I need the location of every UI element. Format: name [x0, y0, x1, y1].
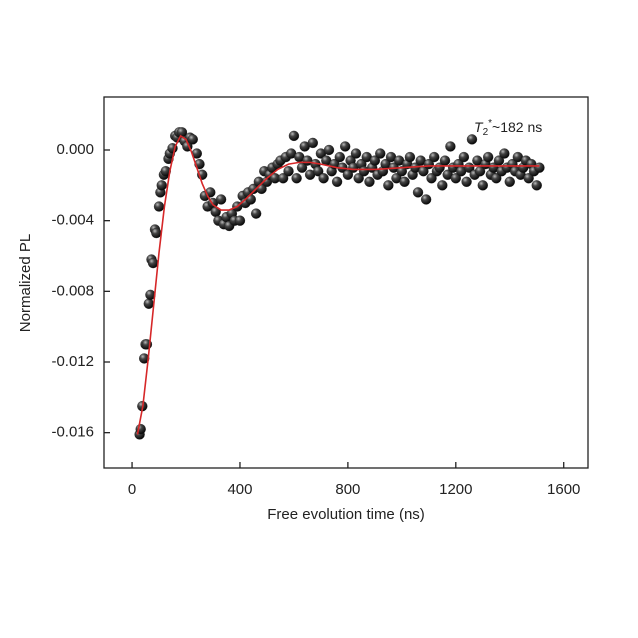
data-point	[151, 227, 162, 239]
data-point	[375, 148, 386, 159]
data-point	[313, 166, 324, 177]
data-point	[445, 141, 456, 152]
x-tick-label: 0	[128, 481, 136, 498]
y-tick-label: -0.012	[51, 353, 94, 370]
data-point	[139, 353, 150, 364]
data-point	[307, 137, 318, 149]
data-point	[288, 130, 300, 142]
data-point	[340, 141, 351, 152]
data-point	[318, 173, 329, 184]
annotation-superscript: *	[488, 118, 492, 129]
data-point	[534, 162, 545, 173]
y-tick-label: -0.004	[51, 212, 94, 229]
plot-frame	[103, 96, 589, 469]
data-point	[143, 298, 154, 309]
fit-line	[136, 134, 540, 435]
data-point	[331, 176, 343, 187]
x-tick-label: 1600	[547, 481, 580, 498]
data-point	[156, 180, 167, 191]
data-point	[523, 173, 534, 184]
data-point	[291, 173, 302, 184]
data-point	[491, 173, 502, 184]
data-point	[147, 257, 159, 269]
data-point	[277, 173, 289, 184]
data-point	[350, 148, 362, 159]
data-point	[461, 176, 472, 187]
data-point	[245, 194, 256, 205]
y-axis-label: Normalized PL	[17, 234, 34, 332]
annotation-symbol: T	[474, 119, 484, 135]
data-point	[353, 173, 364, 184]
data-point	[215, 194, 227, 205]
data-point	[531, 180, 542, 191]
annotation-text: ~182 ns	[492, 119, 542, 135]
data-point	[364, 176, 375, 187]
data-point	[504, 176, 515, 187]
data-point	[437, 180, 448, 191]
data-point	[369, 155, 381, 166]
data-point	[153, 201, 165, 212]
data-point	[450, 173, 461, 184]
data-point	[251, 208, 262, 219]
data-point	[412, 187, 424, 198]
data-point	[499, 148, 510, 159]
data-point	[458, 151, 470, 163]
y-tick-label: -0.016	[51, 424, 94, 441]
annotation-subscript: 2	[483, 127, 489, 138]
data-point	[420, 194, 432, 205]
data-point	[334, 151, 345, 163]
data-point	[383, 180, 394, 191]
data-point	[396, 166, 407, 177]
data-point	[477, 180, 488, 191]
x-axis-label: Free evolution time (ns)	[267, 506, 425, 523]
data-point	[483, 151, 494, 163]
data-point	[439, 155, 451, 166]
y-tick-label: 0.000	[56, 141, 94, 158]
annotation: T2*~182 ns	[474, 118, 542, 138]
data-point	[187, 134, 198, 145]
x-tick-label: 1200	[439, 481, 472, 498]
data-point	[234, 215, 246, 226]
data-point	[323, 144, 335, 156]
y-tick-label: -0.008	[51, 282, 94, 299]
data-point	[342, 169, 354, 180]
data-point	[283, 166, 294, 177]
data-point	[160, 166, 171, 177]
x-tick-label: 800	[335, 481, 360, 498]
data-point	[399, 176, 410, 187]
x-tick-label: 400	[227, 481, 252, 498]
data-point	[429, 151, 440, 163]
data-point	[466, 134, 478, 145]
data-point	[426, 173, 437, 184]
data-point	[404, 151, 416, 163]
